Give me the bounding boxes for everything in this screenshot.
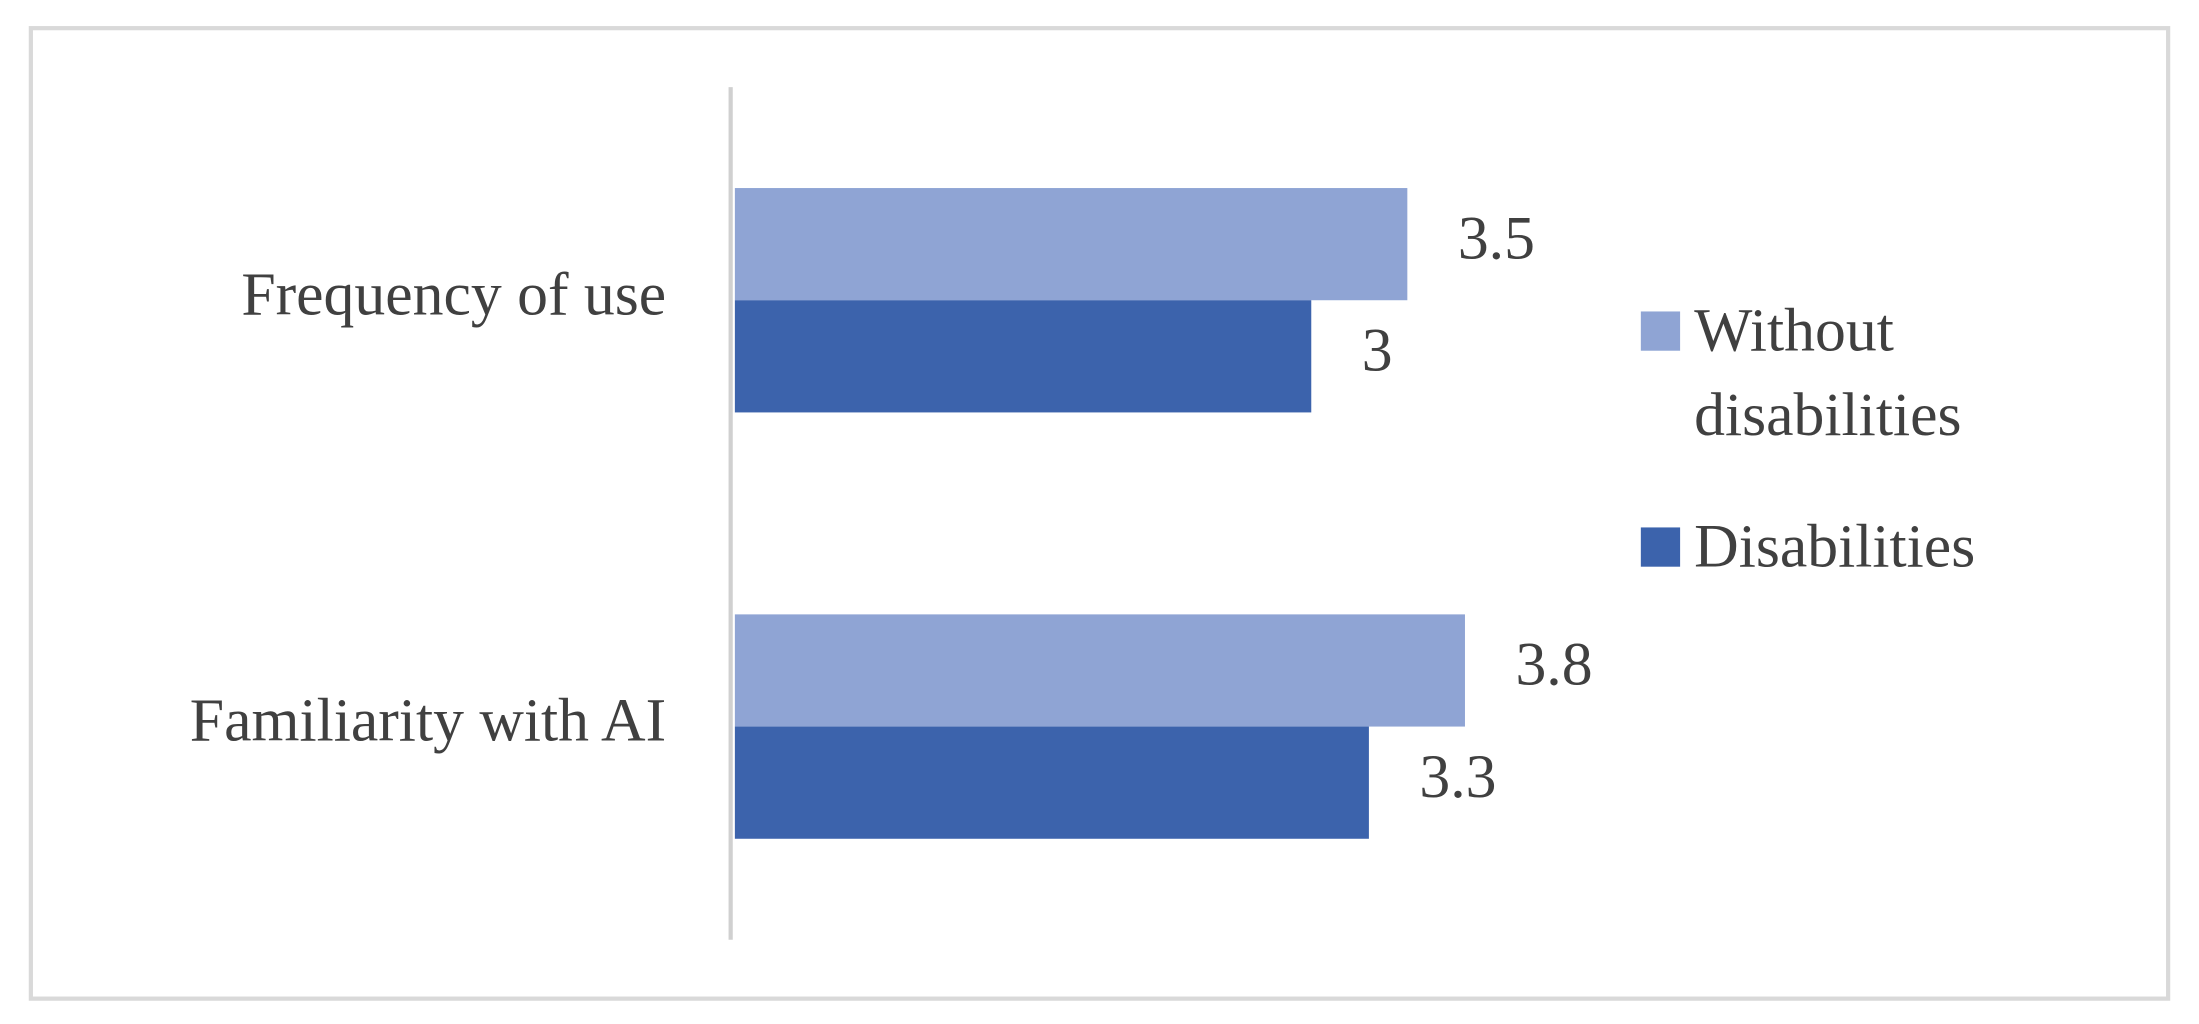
bar bbox=[734, 188, 1408, 301]
bar bbox=[734, 726, 1369, 839]
legend-swatch bbox=[1640, 527, 1681, 567]
bar bbox=[734, 300, 1312, 413]
legend-entry: Disabilities bbox=[1694, 512, 1976, 581]
legend-label: Without disabilities bbox=[1694, 296, 1962, 449]
legend-entry: Without disabilities bbox=[1694, 296, 1962, 449]
category-label: Frequency of use bbox=[241, 260, 666, 328]
data-label: 3.3 bbox=[1419, 743, 1496, 811]
data-label: 3.8 bbox=[1515, 631, 1592, 699]
data-label: 3 bbox=[1362, 316, 1393, 384]
legend-label: Disabilities bbox=[1694, 512, 1976, 581]
data-label: 3.5 bbox=[1458, 204, 1535, 272]
bar bbox=[734, 614, 1465, 727]
category-label: Familiarity with AI bbox=[190, 687, 666, 755]
legend-swatch bbox=[1640, 311, 1681, 351]
